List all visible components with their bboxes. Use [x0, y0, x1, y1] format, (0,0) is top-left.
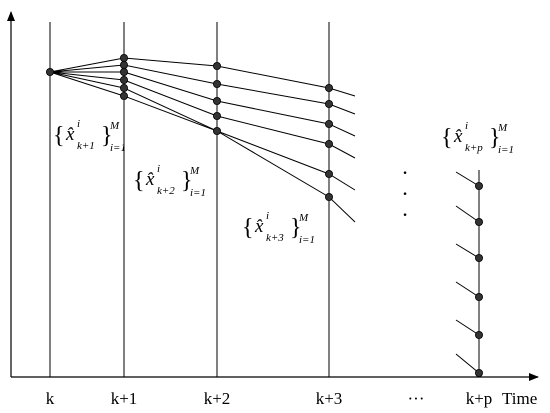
- svg-text:i: i: [157, 163, 160, 175]
- svg-text:k+2: k+2: [157, 185, 175, 197]
- dot-k: [46, 68, 55, 77]
- tick-label-ellipsis: ···: [408, 389, 425, 408]
- svg-text:x̂: x̂: [453, 126, 463, 147]
- svg-text:i=1: i=1: [190, 187, 206, 199]
- particle-dots-kp: [474, 181, 483, 377]
- svg-text:·: ·: [401, 181, 408, 206]
- svg-text:{: {: [441, 125, 453, 151]
- svg-text:k+p: k+p: [465, 142, 483, 154]
- tick-label-k1: k+1: [111, 389, 138, 408]
- svg-text:x̂: x̂: [254, 216, 264, 237]
- tick-label-k: k: [46, 389, 55, 408]
- particle-dots: [46, 54, 333, 201]
- fan-kp: [455, 171, 480, 374]
- svg-text:{: {: [133, 168, 145, 194]
- set-label-k1: { x̂ i k+1 } M i=1: [53, 118, 126, 154]
- set-label-k2: { x̂ i k+2 } M i=1: [133, 163, 206, 199]
- svg-text:{: {: [242, 215, 254, 241]
- svg-text:i: i: [266, 210, 269, 222]
- svg-text:x̂: x̂: [145, 169, 155, 190]
- svg-text:x̂: x̂: [65, 124, 75, 145]
- svg-text:M: M: [109, 120, 120, 132]
- fan-k-to-k1: [49, 57, 125, 97]
- set-label-kp: { x̂ i k+p } M i=1: [441, 120, 514, 156]
- svg-text:i=1: i=1: [110, 142, 126, 154]
- svg-text:M: M: [189, 165, 200, 177]
- tick-label-k2: k+2: [204, 389, 231, 408]
- svg-text:i: i: [77, 118, 80, 130]
- svg-text:i=1: i=1: [299, 234, 315, 246]
- set-label-k3: { x̂ i k+3 } M i=1: [242, 210, 315, 246]
- vertical-ellipsis: · · ·: [401, 160, 408, 227]
- time-tick-labels: k k+1 k+2 k+3 ··· k+p: [46, 389, 493, 408]
- svg-text:{: {: [53, 123, 65, 149]
- svg-text:M: M: [497, 122, 508, 134]
- svg-text:·: ·: [401, 202, 408, 227]
- svg-text:M: M: [298, 212, 309, 224]
- svg-text:i=1: i=1: [498, 144, 514, 156]
- svg-text:}: }: [101, 123, 113, 149]
- svg-text:k+3: k+3: [266, 232, 284, 244]
- svg-text:·: ·: [401, 160, 408, 185]
- svg-text:}: }: [489, 125, 501, 151]
- svg-text:}: }: [181, 168, 193, 194]
- tick-label-k3: k+3: [316, 389, 343, 408]
- time-axis-label: Time: [502, 389, 537, 408]
- tick-label-kp: k+p: [466, 389, 493, 408]
- svg-text:k+1: k+1: [77, 140, 95, 152]
- svg-text:i: i: [465, 120, 468, 132]
- svg-text:}: }: [290, 215, 302, 241]
- trajectories: [123, 57, 356, 223]
